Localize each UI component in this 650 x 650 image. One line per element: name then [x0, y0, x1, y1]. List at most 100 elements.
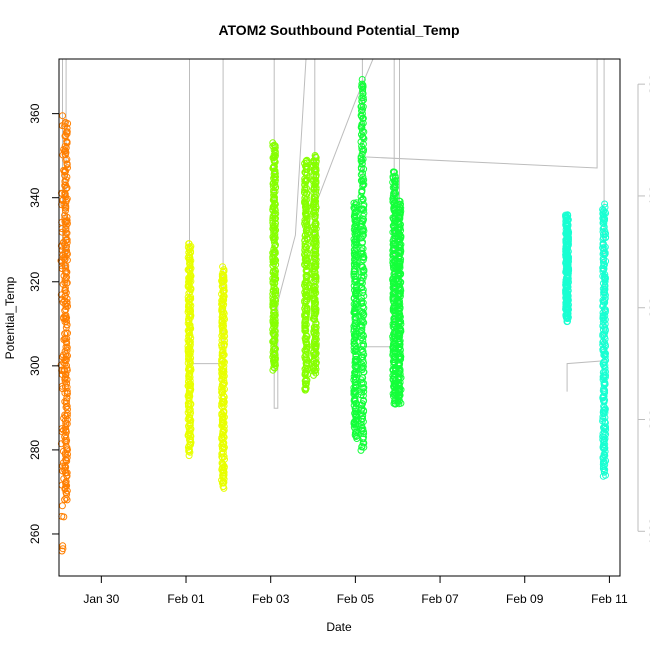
point-s0-c1 — [62, 236, 70, 244]
point-s4-c1 — [599, 272, 607, 280]
point-s2-c1 — [303, 244, 311, 251]
point-s3-c1 — [359, 195, 367, 203]
point-s1-c0 — [186, 416, 194, 424]
point-s2-c2 — [310, 193, 318, 201]
point-s0-c1 — [63, 195, 71, 203]
depth-line-3 — [314, 59, 374, 208]
point-s3-c1 — [358, 107, 365, 115]
point-s4-c0 — [564, 211, 572, 219]
point-s3-c1 — [358, 239, 366, 247]
point-s3-c0 — [351, 278, 359, 286]
point-s4-c1 — [601, 323, 609, 331]
point-s0-c1 — [63, 314, 71, 322]
point-s1-c0 — [185, 378, 193, 386]
point-s3-c1 — [360, 304, 368, 312]
point-s2-c0 — [270, 191, 278, 199]
point-s0-c1 — [61, 211, 69, 219]
point-s2-c2 — [312, 188, 320, 196]
point-s0-c1 — [62, 181, 70, 189]
point-s1-c1 — [220, 287, 228, 295]
point-s0-c1 — [64, 164, 71, 172]
point-s3-c0 — [350, 199, 358, 207]
x-tick-label-4: Feb 07 — [421, 592, 459, 606]
point-s2-c1 — [303, 226, 311, 234]
point-s3-c2 — [391, 181, 399, 189]
point-s3-c0 — [352, 304, 360, 312]
point-s0-c1 — [62, 233, 70, 241]
point-s1-c0 — [187, 293, 195, 301]
point-s3-c1 — [358, 124, 366, 132]
x-axis-title: Date — [326, 620, 352, 634]
point-s3-c1 — [357, 318, 365, 326]
point-s3-c1 — [358, 363, 366, 371]
point-s4-c1 — [601, 200, 609, 208]
point-s3-c1 — [357, 196, 365, 204]
point-s3-c1 — [359, 425, 367, 433]
point-s3-c1 — [359, 140, 367, 148]
point-s2-c0 — [269, 139, 277, 147]
point-s0-c1 — [63, 472, 71, 480]
point-s3-c1 — [358, 249, 366, 257]
y2-tick-label-4: 1000 — [647, 518, 650, 545]
point-s2-c1 — [303, 348, 311, 356]
point-s2-c2 — [312, 272, 320, 280]
point-s3-c1 — [358, 330, 366, 338]
point-s3-c2 — [390, 374, 398, 382]
y-axis-title: Potential_Temp — [3, 276, 17, 359]
point-s0-c1 — [62, 431, 70, 439]
point-s0-c0 — [58, 502, 66, 510]
point-s3-c1 — [358, 422, 366, 429]
point-s3-c0 — [352, 433, 360, 440]
point-s2-c0 — [270, 246, 278, 253]
point-s2-c1 — [302, 210, 310, 218]
point-s3-c1 — [359, 226, 367, 234]
depth-line-2 — [273, 59, 316, 409]
point-s2-c2 — [310, 367, 318, 375]
point-s2-c0 — [271, 249, 279, 257]
point-s3-c1 — [357, 220, 365, 227]
x-tick-label-6: Feb 11 — [591, 592, 628, 606]
point-s3-c3 — [395, 224, 403, 232]
point-s0-c1 — [62, 423, 69, 431]
point-s3-c3 — [395, 392, 403, 400]
point-s3-c1 — [358, 110, 366, 118]
point-s0-c1 — [63, 397, 70, 405]
point-s2-c1 — [301, 189, 308, 197]
point-s2-c1 — [303, 355, 310, 363]
point-s3-c2 — [390, 169, 398, 177]
depth-line-4 — [361, 59, 598, 188]
point-s3-c1 — [359, 90, 367, 97]
point-s3-c3 — [395, 197, 403, 205]
y-tick-label-4: 340 — [28, 187, 42, 207]
y-tick-label-2: 300 — [28, 356, 42, 376]
point-s2-c0 — [270, 287, 278, 295]
plot-frame — [58, 58, 621, 577]
point-s2-c1 — [301, 186, 309, 194]
point-s2-c1 — [303, 307, 311, 315]
point-s2-c2 — [310, 286, 318, 294]
point-s2-c1 — [303, 220, 311, 227]
point-s0-c1 — [62, 419, 70, 427]
point-s2-c2 — [310, 294, 318, 302]
point-s3-c1 — [358, 80, 366, 88]
point-s1-c0 — [185, 240, 193, 248]
point-s1-c1 — [219, 308, 227, 316]
point-s0-c1 — [61, 347, 69, 355]
depth-line-1 — [189, 59, 224, 365]
point-s2-c2 — [312, 355, 320, 363]
point-s4-c1 — [600, 207, 608, 214]
point-s1-c1 — [219, 268, 227, 276]
point-s1-c1 — [219, 443, 227, 451]
point-s3-c1 — [358, 102, 366, 110]
x-tick-label-0: Jan 30 — [83, 592, 119, 606]
point-s3-c1 — [359, 94, 367, 102]
point-s3-c1 — [358, 142, 366, 150]
point-s2-c0 — [270, 283, 278, 291]
point-s2-c1 — [303, 156, 311, 164]
point-s3-c0 — [351, 265, 359, 273]
point-s4-c1 — [599, 369, 607, 376]
point-s2-c0 — [271, 167, 279, 175]
point-s3-c1 — [358, 76, 366, 83]
point-s3-c1 — [358, 83, 366, 91]
point-s3-c1 — [358, 187, 366, 195]
